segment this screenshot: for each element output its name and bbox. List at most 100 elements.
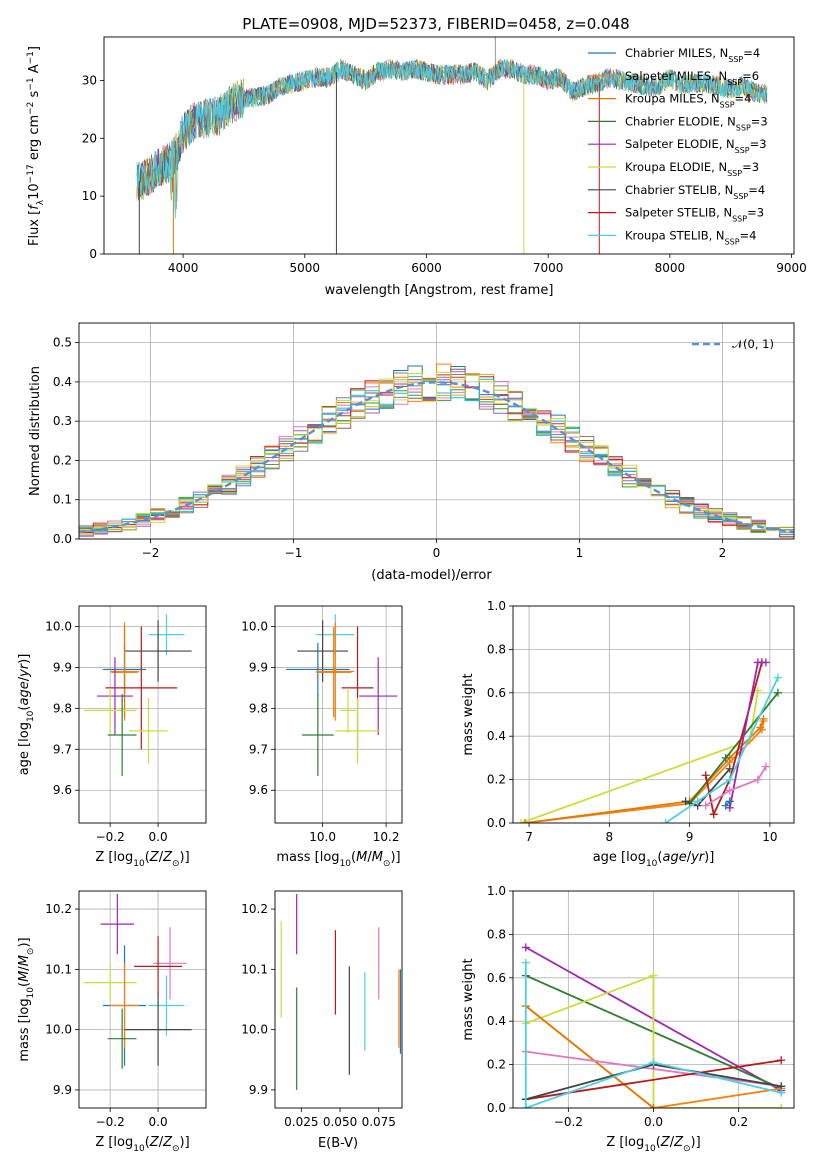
label-part: ⊙ bbox=[683, 1144, 691, 1154]
weight-marker bbox=[777, 1056, 786, 1065]
legend-sub: SSP bbox=[725, 237, 740, 246]
y-tick-label: 9.9 bbox=[249, 1083, 268, 1097]
legend-tail: =3 bbox=[751, 114, 768, 128]
y-tick-label: 10 bbox=[82, 189, 97, 203]
weight-marker bbox=[521, 819, 530, 823]
label-part: )] bbox=[17, 654, 32, 664]
weight-marker bbox=[773, 673, 782, 682]
legend-base: Kroupa STELIB, N bbox=[625, 228, 725, 242]
y-tick-label: 1.0 bbox=[487, 884, 506, 898]
weight-line bbox=[525, 974, 782, 1108]
x-tick-label: 1 bbox=[576, 546, 584, 560]
legend-entry: Chabrier ELODIE, NSSP=3 bbox=[625, 114, 768, 131]
x-axis-label: E(B-V) bbox=[318, 1136, 358, 1151]
weight-marker bbox=[725, 797, 734, 806]
weight-marker bbox=[681, 797, 690, 806]
legend-tail: =4 bbox=[743, 46, 760, 60]
legend-sub: SSP bbox=[735, 146, 750, 155]
label-part: Z bbox=[149, 1135, 160, 1150]
x-tick-label: 8000 bbox=[655, 261, 686, 275]
y-tick-label: 0.0 bbox=[487, 816, 506, 830]
gaussian-curve bbox=[79, 381, 794, 534]
weight-line bbox=[520, 690, 759, 823]
x-tick-label: 8 bbox=[606, 830, 614, 844]
x-tick-label: −2 bbox=[142, 546, 160, 560]
label-part: / bbox=[159, 1135, 164, 1150]
x-tick-label: 2 bbox=[719, 546, 727, 560]
y-tick-label: 0.8 bbox=[487, 642, 506, 656]
legend-base: Salpeter STELIB, N bbox=[625, 206, 732, 220]
y-tick-label: 1.0 bbox=[487, 599, 506, 613]
x-tick-label: −0.2 bbox=[554, 1115, 583, 1129]
weight-marker bbox=[517, 819, 526, 823]
label-part: ⊙ bbox=[26, 948, 36, 956]
weight-line bbox=[524, 962, 782, 1108]
label-part: ⊙ bbox=[172, 1144, 180, 1154]
label-part: ( bbox=[656, 1135, 661, 1150]
label-part: )] bbox=[180, 850, 190, 865]
label-part: ( bbox=[351, 850, 356, 865]
label-part: ⊙ bbox=[383, 859, 391, 869]
plot-area bbox=[517, 658, 782, 823]
label-part: M bbox=[356, 850, 367, 865]
label-part: 10 bbox=[644, 1144, 656, 1154]
y-tick-label: 0.0 bbox=[487, 1101, 506, 1115]
label-part: Z bbox=[162, 850, 173, 865]
legend-tail: =4 bbox=[748, 183, 765, 197]
y-tick-label: 10.1 bbox=[241, 962, 268, 976]
y-axis-label: mass [log10(M/M⊙)] bbox=[17, 937, 36, 1061]
label-part: mass [log bbox=[17, 998, 32, 1061]
y-axis-label: Flux [fλ10−17 erg cm−2 s−1 A−1] bbox=[26, 46, 46, 246]
y-tick-label: 10.0 bbox=[45, 619, 72, 633]
x-tick-label: −0.2 bbox=[96, 830, 125, 844]
label-part: Z [log bbox=[606, 1135, 644, 1150]
panel-mass_vs_Z: −0.2 0.09.910.010.110.2Z [log10(Z/Z⊙)]mas… bbox=[17, 890, 207, 1154]
y-tick-label: 9.8 bbox=[249, 701, 268, 715]
legend-entry: Kroupa MILES, NSSP=4 bbox=[625, 92, 751, 110]
x-axis-label: mass [log10(M/M⊙)] bbox=[276, 850, 400, 869]
weight-line bbox=[728, 661, 766, 808]
label-part: M bbox=[17, 971, 32, 982]
axes-frame bbox=[78, 890, 207, 1109]
weight-marker bbox=[661, 819, 670, 823]
y-tick-label: 10.2 bbox=[45, 902, 72, 916]
legend-sub: SSP bbox=[720, 100, 735, 109]
weight-line bbox=[664, 677, 779, 823]
weight-marker bbox=[649, 1058, 658, 1067]
y-tick-label: 0.8 bbox=[487, 927, 506, 941]
label-part: Z bbox=[673, 1135, 684, 1150]
x-tick-label: 0.2 bbox=[729, 1115, 748, 1129]
panel-age_vs_Z: −0.2 0.09.69.79.89.910.0Z [log10(Z/Z⊙)]ag… bbox=[17, 605, 207, 869]
x-tick-label: 9 bbox=[686, 830, 694, 844]
label-part: age [log bbox=[593, 850, 646, 865]
plot-area bbox=[521, 943, 786, 1108]
label-part: / bbox=[159, 850, 164, 865]
label-part: ⊙ bbox=[172, 859, 180, 869]
legend-sub: SSP bbox=[736, 123, 751, 132]
legend-base: Salpeter ELODIE, N bbox=[625, 137, 735, 151]
legend-tail: =6 bbox=[742, 69, 759, 83]
plot-area bbox=[136, 37, 768, 254]
axes-frame bbox=[274, 605, 403, 824]
legend-tail: =4 bbox=[740, 228, 757, 242]
label-part: / bbox=[367, 850, 372, 865]
panel-spectrum: 4000 5000 6000 7000 8000 9000 0 10 20 30 wavelengt… bbox=[26, 36, 807, 298]
label-part: yr bbox=[17, 662, 32, 678]
label-part: ( bbox=[145, 1135, 150, 1150]
x-tick-label: 7 bbox=[525, 830, 533, 844]
legend-entry: Salpeter ELODIE, NSSP=3 bbox=[625, 137, 767, 155]
legend-tail: =3 bbox=[747, 206, 764, 220]
weight-marker bbox=[725, 775, 734, 784]
y-tick-label: 10.0 bbox=[241, 1023, 268, 1037]
y-tick-label: 0.2 bbox=[487, 773, 506, 787]
label-part: M bbox=[372, 850, 383, 865]
y-axis-label: age [log10(age/yr)] bbox=[17, 654, 36, 776]
legend-base: Salpeter MILES, N bbox=[625, 69, 727, 83]
weight-marker bbox=[521, 958, 530, 967]
y-tick-label: 10.2 bbox=[241, 902, 268, 916]
y-tick-label: 0.1 bbox=[53, 493, 72, 507]
y-tick-label: 0.2 bbox=[487, 1058, 506, 1072]
y-tick-label: 0.6 bbox=[487, 686, 506, 700]
label-part: age bbox=[662, 850, 686, 865]
